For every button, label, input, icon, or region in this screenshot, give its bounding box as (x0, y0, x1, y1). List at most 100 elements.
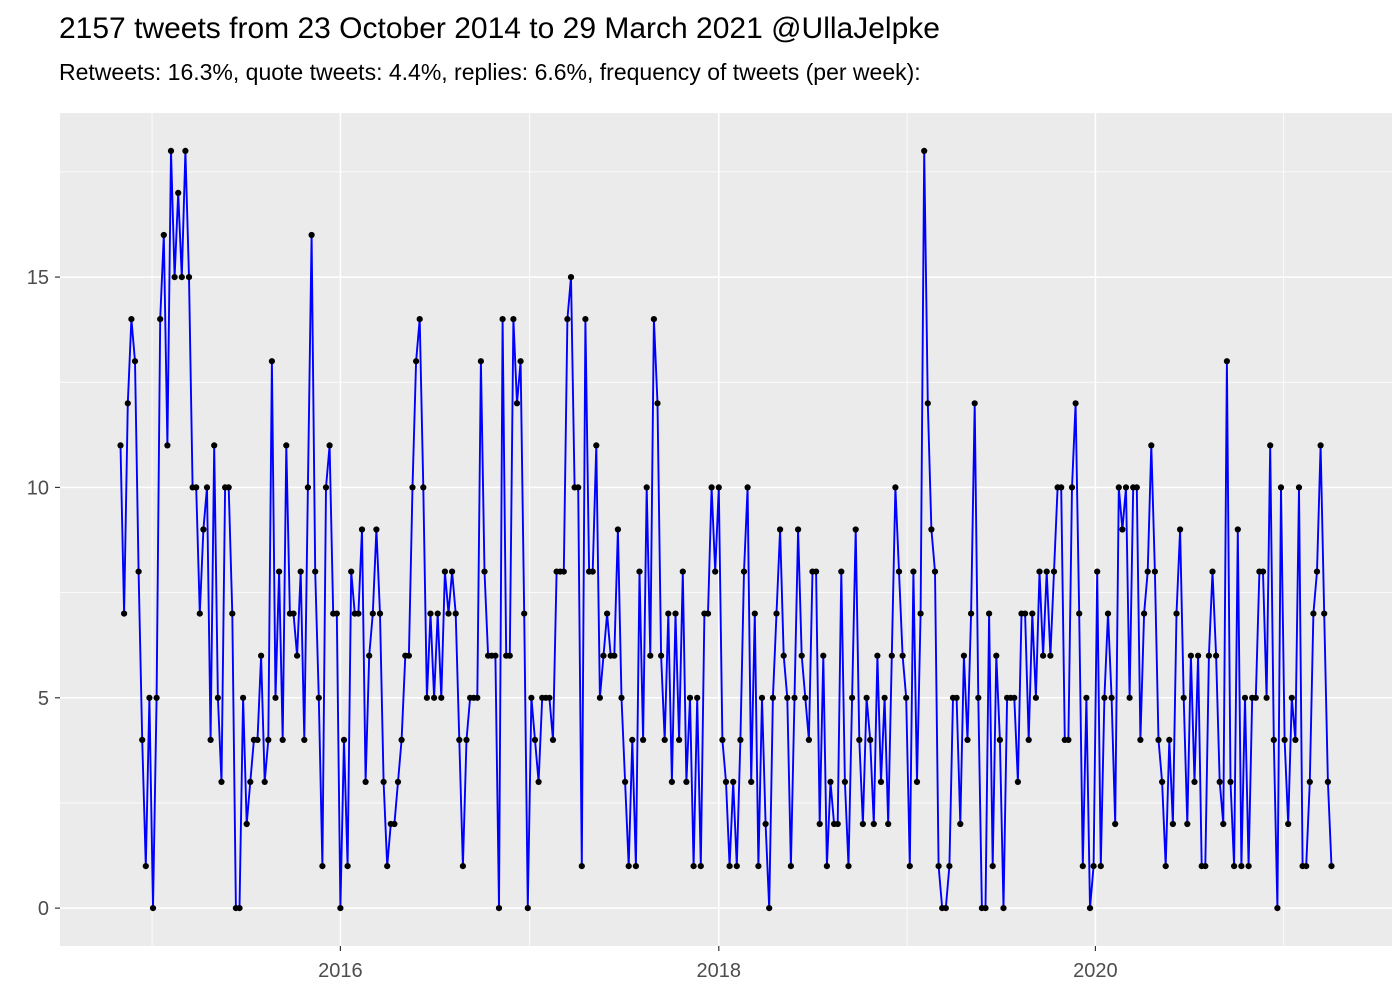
data-point (265, 736, 272, 744)
data-point (888, 652, 895, 659)
data-point (755, 863, 762, 870)
data-point (1022, 610, 1029, 617)
data-point (841, 778, 849, 786)
data-point (1104, 610, 1112, 617)
data-point (935, 863, 942, 870)
data-point (1108, 694, 1115, 701)
data-point (1119, 526, 1126, 533)
data-point (1083, 694, 1090, 701)
data-point (369, 610, 376, 617)
data-point (1047, 652, 1054, 659)
data-point (1223, 358, 1230, 365)
data-point (1159, 778, 1166, 786)
data-point (1267, 442, 1274, 449)
data-point (575, 484, 582, 491)
data-point (733, 863, 740, 870)
data-point (567, 274, 575, 281)
data-point (283, 442, 290, 449)
data-point (730, 778, 737, 786)
x-axis-label: 2018 (697, 960, 742, 982)
data-point (578, 863, 585, 870)
data-point (672, 610, 679, 617)
data-point (1065, 736, 1072, 744)
data-point (1079, 863, 1086, 870)
data-point (434, 610, 441, 617)
data-point (1141, 610, 1148, 617)
data-point (1202, 863, 1209, 870)
data-point (268, 358, 275, 365)
data-point (1076, 610, 1083, 617)
data-point (247, 778, 254, 786)
data-point (849, 694, 856, 701)
data-point (863, 694, 870, 701)
data-point (157, 316, 164, 323)
data-point (139, 736, 146, 744)
data-point (1058, 484, 1065, 491)
data-point (629, 736, 636, 744)
data-point (1050, 568, 1058, 575)
data-point (827, 778, 834, 786)
data-point (928, 526, 935, 533)
data-point (1263, 694, 1270, 701)
data-point (445, 610, 452, 617)
data-point (398, 736, 405, 744)
data-point (870, 820, 877, 828)
data-point (362, 778, 369, 786)
data-point (1014, 778, 1022, 786)
data-point (917, 610, 924, 617)
data-point (142, 863, 149, 870)
data-point (596, 694, 604, 701)
data-point (1306, 778, 1313, 786)
data-point (1068, 484, 1076, 491)
data-point (1324, 778, 1331, 786)
data-points (117, 147, 1335, 912)
data-point (366, 652, 373, 659)
data-point (528, 694, 535, 701)
data-point (1213, 652, 1220, 659)
data-point (240, 694, 247, 701)
data-point (276, 568, 283, 575)
data-point (1155, 736, 1162, 744)
data-point (813, 568, 820, 575)
data-point (423, 694, 430, 701)
data-point (996, 736, 1004, 744)
data-point (207, 736, 214, 744)
data-point (441, 568, 448, 575)
data-point (1288, 694, 1295, 701)
data-point (546, 694, 553, 701)
data-point (1303, 863, 1310, 870)
data-point (322, 484, 330, 491)
data-point (1317, 442, 1324, 449)
data-point (1025, 736, 1032, 744)
data-point (391, 820, 398, 828)
data-point (614, 526, 622, 533)
data-point (1227, 778, 1234, 786)
data-point (279, 736, 286, 744)
data-point (820, 652, 827, 659)
data-point (1195, 652, 1202, 659)
data-point (452, 610, 459, 617)
data-point (640, 736, 647, 744)
data-point (1187, 652, 1194, 659)
data-point (658, 652, 665, 659)
data-point (1285, 820, 1292, 828)
data-point (290, 610, 297, 617)
data-point (867, 736, 874, 744)
data-point (982, 905, 989, 912)
data-point (993, 652, 1000, 659)
data-point (1148, 442, 1155, 449)
data-point (690, 863, 697, 870)
data-point (895, 568, 903, 575)
data-point (780, 652, 787, 659)
data-point (394, 778, 402, 786)
data-point (1281, 736, 1288, 744)
data-point (1094, 568, 1101, 575)
data-point (301, 736, 308, 744)
data-point (957, 820, 964, 828)
data-point (175, 189, 182, 196)
page-subtitle: Retweets: 16.3%, quote tweets: 4.4%, rep… (59, 59, 921, 85)
data-point (802, 694, 809, 701)
data-point (1090, 863, 1097, 870)
data-point (1274, 905, 1281, 912)
data-point (131, 358, 139, 365)
